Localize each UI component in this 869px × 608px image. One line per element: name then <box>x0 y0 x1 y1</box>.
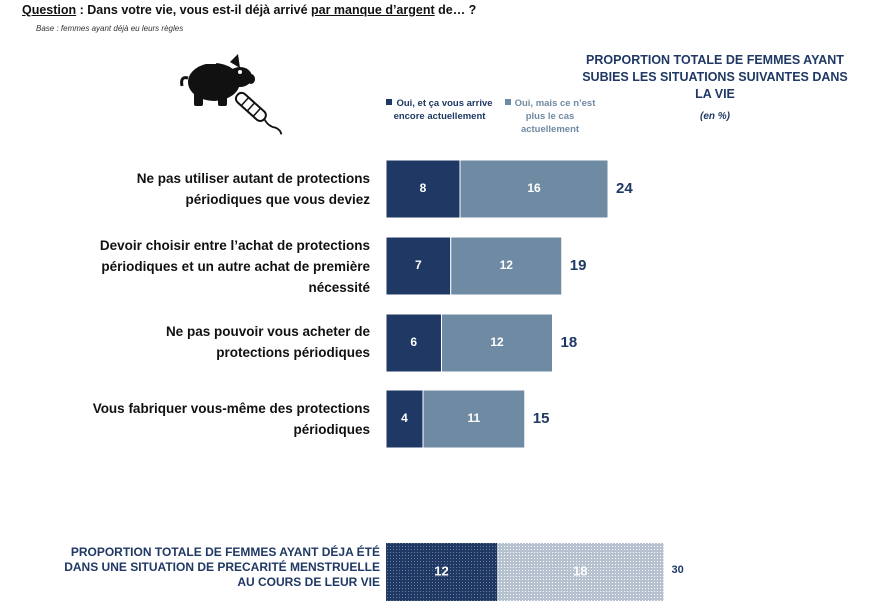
bar-value-4-series2: 11 <box>468 411 481 425</box>
bar-total-4: 15 <box>533 410 550 427</box>
tampon-icon <box>234 91 283 135</box>
bar-segment-1-series1 <box>385 159 461 219</box>
row-label-1: Ne pas utiliser autant de protections pé… <box>136 171 370 207</box>
bar-value-1-series2: 16 <box>527 181 541 195</box>
bar-segment-2-series1 <box>385 236 452 296</box>
row-label-4: Vous fabriquer vous-même des protections… <box>92 401 370 437</box>
bar-value-3-series1: 6 <box>410 335 417 349</box>
question-part1: : Dans votre vie, vous est-il déjà arriv… <box>76 3 311 17</box>
row-label-3: Ne pas pouvoir vous acheter de protectio… <box>165 324 370 360</box>
question-part2: de… ? <box>434 3 477 17</box>
legend-swatch-series2 <box>504 99 511 105</box>
footer-bar-value-series1: 12 <box>434 563 448 578</box>
bar-value-1-series1: 8 <box>420 181 427 195</box>
bar-segment-1-series2 <box>459 159 609 219</box>
legend-swatch-series1 <box>386 99 393 105</box>
question-emphasis: par manque d’argent <box>311 3 435 17</box>
bar-total-2: 19 <box>570 257 587 274</box>
bar-segment-3-series1 <box>385 313 442 373</box>
legend-entry-series2: Oui, mais ce n’est plus le cas actuellem… <box>500 97 600 136</box>
footer-bar-value-series2: 18 <box>573 563 587 578</box>
question-text: Question : Dans votre vie, vous est-il d… <box>22 3 476 17</box>
total-header-unit: (en %) <box>700 111 730 122</box>
footer-total-label: PROPORTION TOTALE DE FEMMES AYANT DÉJA É… <box>64 545 380 589</box>
bar-value-2-series1: 7 <box>415 258 422 272</box>
legend-label-series2: Oui, mais ce n’est plus le cas actuellem… <box>514 98 596 135</box>
row-label-2: Devoir choisir entre l’achat de protecti… <box>99 238 370 295</box>
bar-segment-2-series2 <box>450 236 563 296</box>
bar-value-4-series1: 4 <box>401 411 408 425</box>
bar-total-3: 18 <box>561 334 578 351</box>
bar-total-1: 24 <box>616 180 633 197</box>
footer-bar-total: 30 <box>672 564 684 576</box>
bar-segment-4-series2 <box>422 389 526 449</box>
question-prefix: Question <box>22 3 77 17</box>
piggy-bank-icon <box>180 54 255 106</box>
bar-value-3-series2: 12 <box>490 335 504 349</box>
legend-entry-series1: Oui, et ça vous arrive encore actuelleme… <box>382 97 497 123</box>
base-note: Base : femmes ayant déjà eu leurs règles <box>36 24 184 33</box>
footer-bar-segment-series2 <box>497 543 664 601</box>
bar-value-2-series2: 12 <box>500 258 514 272</box>
total-header-title: PROPORTION TOTALE DE FEMMES AYANT SUBIES… <box>582 53 848 101</box>
bar-segment-3-series2 <box>441 313 553 373</box>
legend-label-series1: Oui, et ça vous arrive encore actuelleme… <box>393 98 493 122</box>
bar-segment-4-series1 <box>385 389 424 449</box>
footer-bar-segment-series1 <box>386 543 497 601</box>
